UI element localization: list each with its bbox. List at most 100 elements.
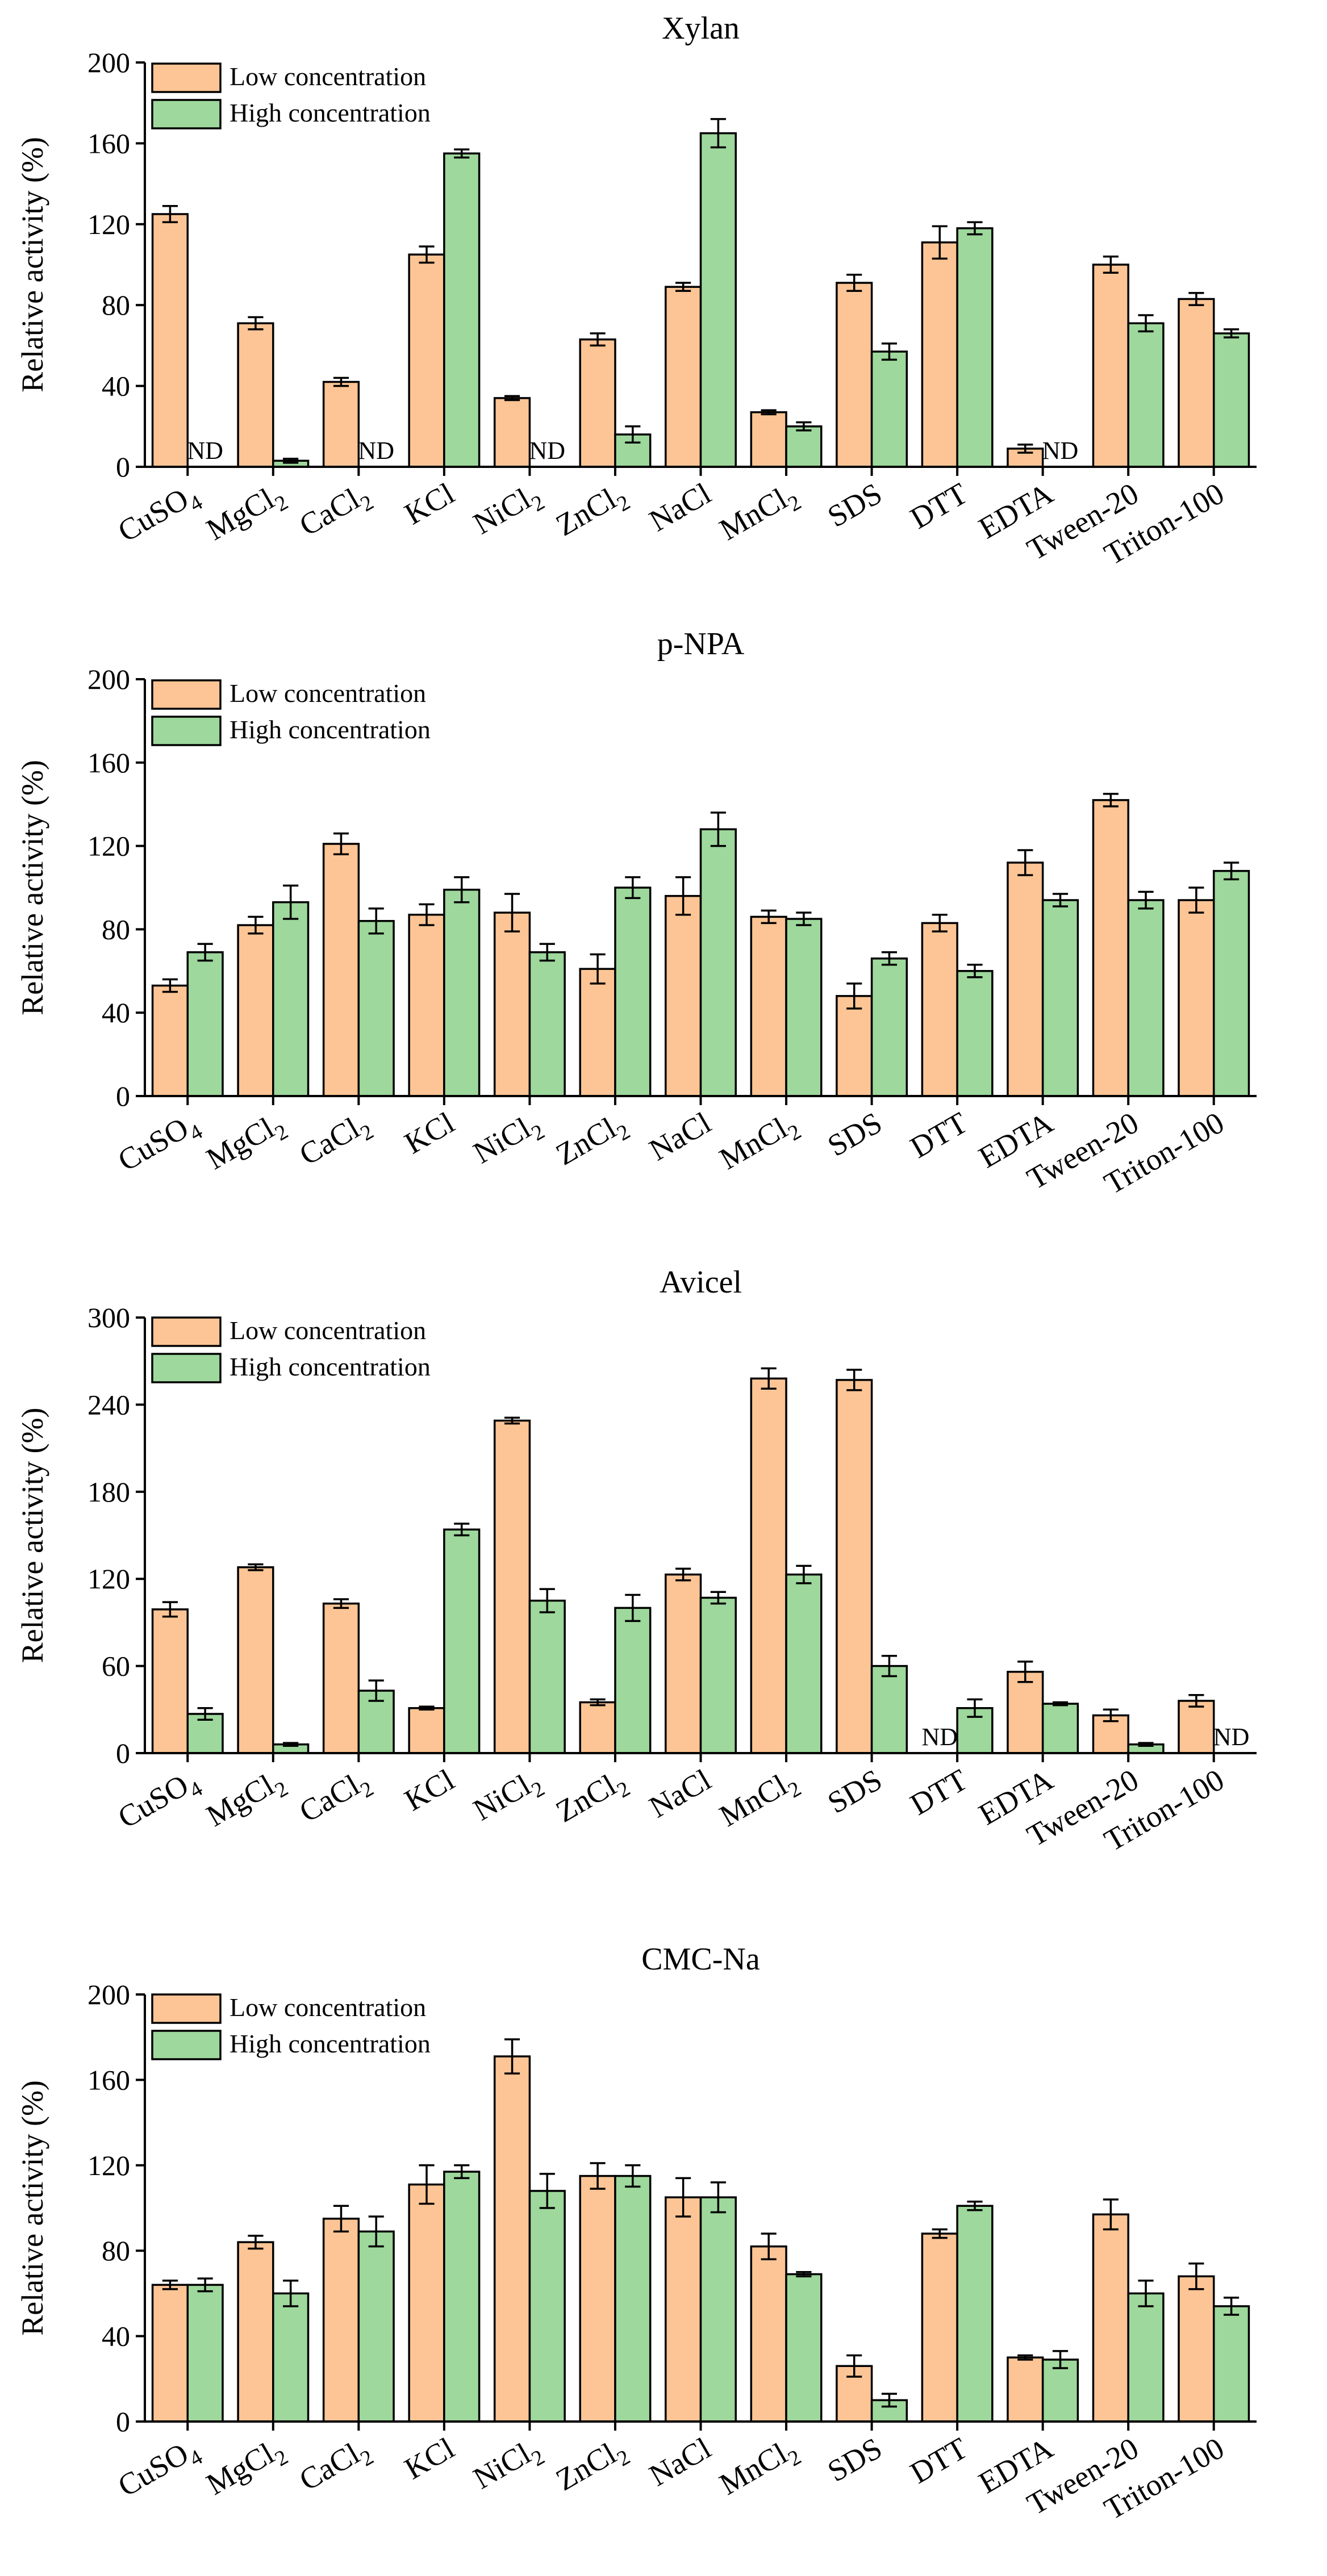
error-bar-cmc-na-high-edta [1052, 2350, 1069, 2369]
bar-avicel-low-mncl2 [750, 1377, 787, 1754]
nd-label-avicel-high-triton-100: ND [1213, 1723, 1250, 1751]
error-bar-cmc-na-low-tween-20 [1103, 2198, 1119, 2231]
x-tick-label-cmc-na-dtt: DTT [904, 2431, 973, 2490]
bar-xylan-low-mncl2 [750, 411, 787, 468]
y-axis-label-avicel: Relative activity (%) [15, 1408, 49, 1663]
x-tick-label-xylan-cacl2: CaCl2 [294, 476, 378, 547]
bar-avicel-high-nicl2 [528, 1599, 566, 1754]
error-bar-avicel-high-tween-20 [1138, 1742, 1154, 1747]
error-bar-xylan-low-kcl [419, 245, 435, 264]
bar-cmc-na-low-triton-100 [1178, 2275, 1215, 2423]
bar-avicel-high-nacl [699, 1596, 737, 1754]
y-tick-label-p-npa-120: 120 [87, 830, 130, 862]
error-bar-p-npa-low-cacl2 [333, 832, 349, 856]
bar-cmc-na-high-cacl2 [357, 2230, 395, 2423]
error-bar-xylan-high-sds [881, 342, 898, 361]
error-bar-cmc-na-high-sds [881, 2393, 898, 2408]
legend-label-low: Low concentration [229, 1316, 426, 1345]
error-bar-xylan-low-mgcl2 [248, 316, 264, 331]
bar-cmc-na-low-mncl2 [750, 2245, 787, 2423]
bar-cmc-na-high-zncl2 [614, 2174, 652, 2423]
error-bar-avicel-low-mgcl2 [248, 1563, 264, 1571]
bar-p-npa-low-nicl2 [493, 911, 531, 1097]
error-bar-cmc-na-high-cacl2 [368, 2215, 384, 2248]
bar-avicel-low-nicl2 [493, 1419, 531, 1754]
bar-xylan-high-nacl [699, 132, 737, 468]
y-tick-label-cmc-na-80: 80 [102, 2235, 130, 2266]
x-tick-label-xylan-sds: SDS [822, 476, 888, 533]
x-tick-label-cmc-na-cacl2: CaCl2 [294, 2431, 378, 2502]
bar-cmc-na-high-mncl2 [785, 2273, 823, 2423]
bar-p-npa-high-sds [870, 957, 908, 1097]
error-bar-p-npa-high-sds [881, 951, 898, 966]
bar-avicel-low-cuso4 [151, 1608, 189, 1754]
error-bar-cmc-na-high-dtt [967, 2200, 983, 2211]
bar-p-npa-low-cuso4 [151, 984, 189, 1097]
bar-p-npa-high-kcl [443, 888, 481, 1097]
error-bar-avicel-low-edta [1017, 1661, 1033, 1683]
y-tick-label-cmc-na-120: 120 [87, 2150, 130, 2181]
y-tick-label-cmc-na-0: 0 [116, 2406, 130, 2437]
error-bar-avicel-low-triton-100 [1188, 1693, 1204, 1708]
error-bar-p-npa-low-tween-20 [1103, 793, 1119, 808]
error-bar-p-npa-high-zncl2 [625, 876, 641, 900]
legend-swatch-low [151, 1316, 222, 1347]
x-tick-label-p-npa-cacl2: CaCl2 [294, 1105, 378, 1177]
x-tick-label-p-npa-nacl: NaCl [644, 1105, 717, 1167]
error-bar-cmc-na-low-nacl [675, 2177, 691, 2218]
x-tick-label-cmc-na-cuso4: CuSO4 [112, 2431, 206, 2508]
bar-p-npa-high-edta [1041, 899, 1079, 1097]
error-bar-cmc-na-high-nicl2 [539, 2173, 555, 2209]
chart-title-avicel: Avicel [660, 1265, 742, 1300]
bar-p-npa-low-mgcl2 [237, 924, 274, 1097]
bar-xylan-high-dtt [956, 227, 994, 468]
nd-label-xylan-high-nicl2: ND [529, 437, 566, 465]
error-bar-cmc-na-high-nacl [710, 2181, 726, 2214]
chart-title-cmc-na: CMC-Na [641, 1942, 760, 1977]
nd-label-xylan-high-edta: ND [1042, 437, 1079, 465]
legend-swatch-low [151, 679, 222, 710]
y-tick-label-xylan-40: 40 [102, 370, 130, 402]
x-tick-label-xylan-cuso4: CuSO4 [112, 476, 206, 554]
bar-cmc-na-high-mgcl2 [272, 2292, 310, 2423]
x-tick-label-xylan-mncl2: MnCl2 [713, 476, 805, 552]
bar-p-npa-high-zncl2 [614, 886, 652, 1097]
y-tick-label-avicel-60: 60 [102, 1650, 130, 1682]
x-tick-label-p-npa-cuso4: CuSO4 [112, 1105, 206, 1183]
bar-xylan-high-triton-100 [1212, 332, 1250, 468]
bar-xylan-low-mgcl2 [237, 322, 274, 468]
error-bar-avicel-high-nacl [710, 1591, 726, 1605]
y-tick-label-avicel-300: 300 [87, 1302, 130, 1333]
legend-swatch-high [151, 99, 222, 129]
error-bar-xylan-low-triton-100 [1188, 292, 1204, 306]
bar-p-npa-high-nicl2 [528, 951, 566, 1097]
x-tick-label-avicel-zncl2: ZnCl2 [550, 1762, 634, 1834]
bar-p-npa-low-dtt [921, 922, 958, 1097]
error-bar-p-npa-high-cuso4 [197, 943, 213, 962]
chart-title-p-npa: p-NPA [657, 626, 745, 662]
bar-avicel-low-kcl [408, 1707, 445, 1754]
error-bar-cmc-na-low-kcl [419, 2164, 435, 2205]
error-bar-cmc-na-high-tween-20 [1138, 2280, 1154, 2307]
bar-p-npa-low-nacl [665, 894, 702, 1097]
error-bar-avicel-low-tween-20 [1103, 1708, 1119, 1722]
legend-label-high: High concentration [229, 98, 431, 127]
y-tick-label-avicel-0: 0 [116, 1737, 130, 1769]
error-bar-cmc-na-low-sds [846, 2354, 862, 2378]
error-bar-p-npa-low-edta [1017, 849, 1033, 876]
error-bar-cmc-na-high-cuso4 [197, 2277, 213, 2293]
bar-xylan-high-mncl2 [785, 425, 823, 468]
error-bar-cmc-na-low-cuso4 [162, 2280, 178, 2290]
error-bar-p-npa-low-dtt [932, 913, 948, 932]
bar-avicel-low-edta [1007, 1671, 1044, 1754]
error-bar-p-npa-high-nicl2 [539, 943, 555, 962]
error-bar-cmc-na-high-zncl2 [625, 2164, 641, 2188]
bar-avicel-high-mncl2 [785, 1573, 823, 1754]
bar-cmc-na-low-nacl [665, 2196, 702, 2423]
error-bar-avicel-high-zncl2 [625, 1594, 641, 1622]
chart-p-npa: p-NPA Relative activity (%) 0 40 80 120 160 200… [15, 626, 1257, 1201]
error-bar-p-npa-low-kcl [419, 903, 435, 926]
legend-label-high: High concentration [229, 1352, 431, 1381]
error-bar-cmc-na-low-mncl2 [761, 2232, 777, 2260]
y-tick-label-p-npa-200: 200 [87, 663, 130, 695]
